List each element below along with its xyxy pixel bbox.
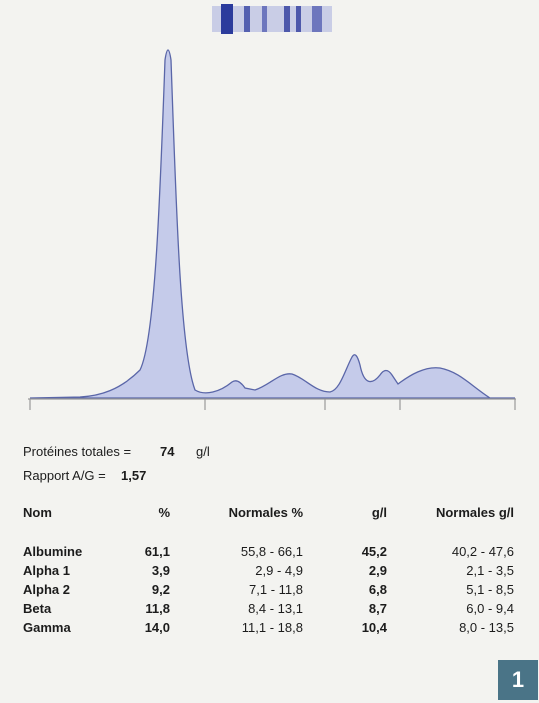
table-cell: 61,1 [144, 544, 170, 559]
table-cell: 9,2 [151, 582, 170, 597]
total-value: 74 [160, 444, 175, 459]
table-cell: 10,4 [361, 620, 387, 635]
total-label: Protéines totales = [23, 444, 132, 459]
table-cell: 55,8 - 66,1 [240, 544, 303, 559]
column-header: g/l [371, 505, 387, 520]
table-cell: 14,0 [144, 620, 170, 635]
table-cell: 7,1 - 11,8 [249, 582, 303, 597]
table-cell: Beta [23, 601, 52, 616]
table-cell: 11,1 - 18,8 [241, 620, 303, 635]
figure-badge: 1 [498, 660, 538, 700]
table-cell: Alpha 2 [23, 582, 70, 597]
table-cell: 6,8 [368, 582, 387, 597]
table-cell: 11,8 [145, 601, 170, 616]
column-header: Nom [23, 505, 52, 520]
column-header: Normales g/l [435, 505, 514, 520]
table-cell: Gamma [23, 620, 71, 635]
table-cell: Alpha 1 [23, 563, 70, 578]
table-cell: 8,4 - 13,1 [248, 601, 303, 616]
ratio-value: 1,57 [121, 468, 147, 483]
baseline [28, 398, 516, 410]
total-unit: g/l [196, 444, 210, 459]
gel-band [212, 4, 332, 34]
table-cell: 45,2 [361, 544, 387, 559]
table-cell: 2,9 - 4,9 [255, 563, 303, 578]
table-cell: 8,7 [368, 601, 387, 616]
table-cell: 8,0 - 13,5 [459, 620, 514, 635]
table-cell: 2,9 [368, 563, 387, 578]
column-header: Normales % [228, 505, 303, 520]
table-cell: 3,9 [151, 563, 170, 578]
electrophoresis-graph [28, 4, 516, 410]
table-cell: 6,0 - 9,4 [466, 601, 514, 616]
table-cell: 5,1 - 8,5 [466, 582, 514, 597]
table-cell: 2,1 - 3,5 [466, 563, 514, 578]
column-header: % [158, 505, 170, 520]
densitogram-curve [29, 49, 515, 399]
table-cell: 40,2 - 47,6 [451, 544, 514, 559]
table-cell: Albumine [23, 544, 83, 559]
ratio-label: Rapport A/G = [23, 468, 106, 483]
